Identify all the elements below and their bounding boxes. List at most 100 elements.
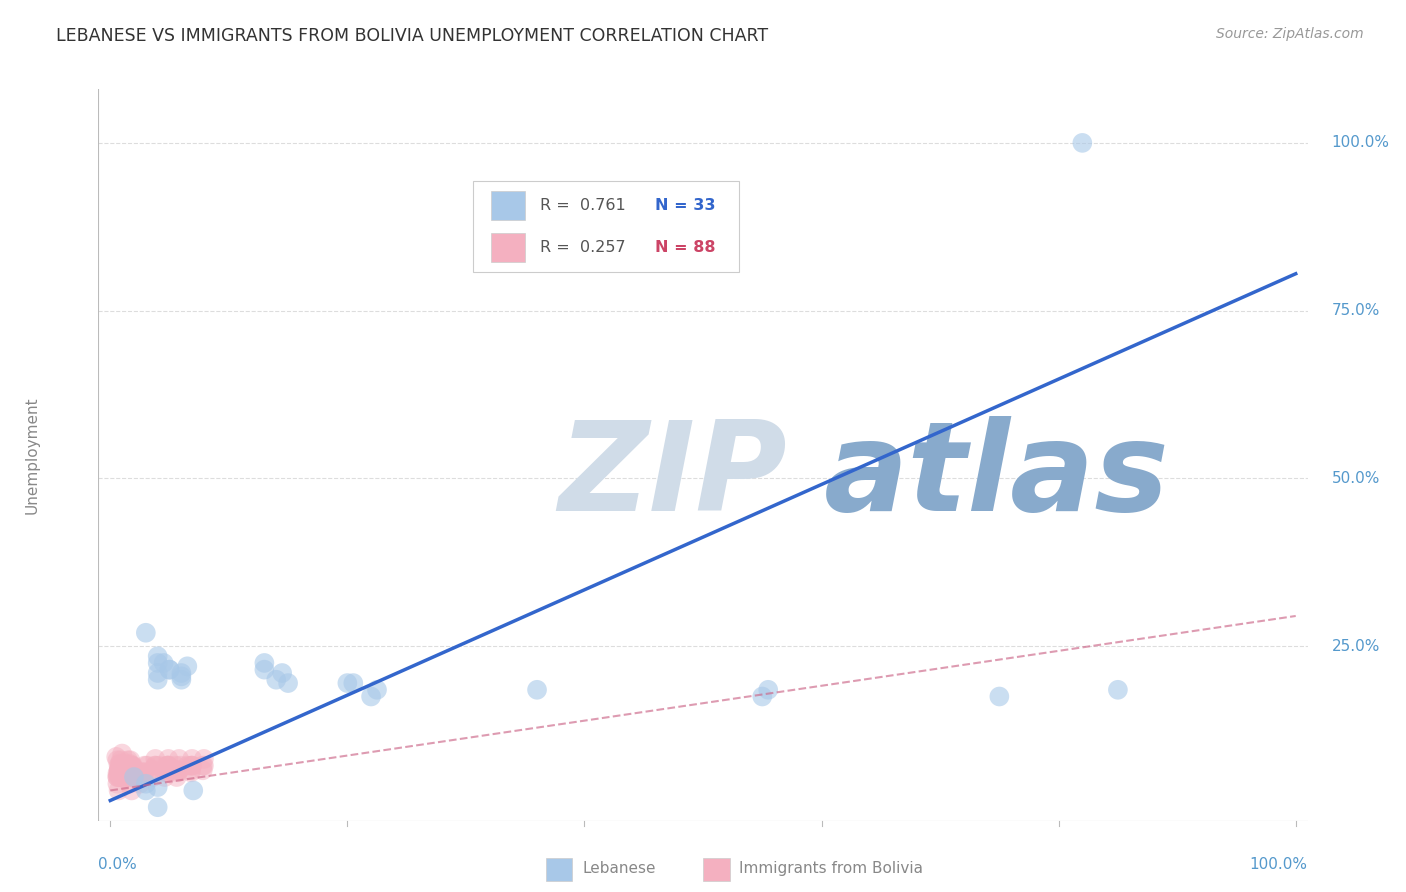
Text: N = 88: N = 88 — [655, 240, 716, 255]
Point — [169, 758, 191, 772]
Point — [121, 764, 143, 778]
Point — [107, 764, 129, 778]
Point — [366, 682, 388, 697]
FancyBboxPatch shape — [474, 180, 740, 272]
Point — [129, 777, 152, 791]
Point — [166, 765, 188, 780]
Point — [988, 690, 1011, 704]
Point — [118, 758, 141, 772]
Point — [136, 758, 159, 772]
Point — [751, 690, 773, 704]
Point — [165, 758, 187, 772]
Point — [105, 750, 128, 764]
Point — [143, 758, 166, 772]
Point — [131, 765, 153, 780]
Point — [146, 649, 169, 664]
Point — [157, 758, 180, 772]
Point — [180, 758, 202, 772]
Point — [193, 758, 215, 772]
Point — [132, 765, 155, 780]
Point — [142, 770, 165, 784]
Point — [157, 758, 180, 772]
Point — [156, 764, 179, 778]
Point — [181, 758, 204, 772]
Point — [264, 673, 287, 687]
Point — [146, 780, 169, 794]
Text: R =  0.257: R = 0.257 — [540, 240, 626, 255]
Point — [277, 676, 299, 690]
Point — [105, 770, 128, 784]
Point — [129, 770, 152, 784]
Point — [117, 753, 139, 767]
Text: 25.0%: 25.0% — [1331, 639, 1381, 654]
Point — [342, 676, 364, 690]
Point — [120, 764, 142, 778]
Point — [146, 656, 169, 670]
Point — [141, 764, 163, 778]
Point — [156, 765, 179, 780]
Point — [166, 764, 188, 778]
Point — [135, 625, 157, 640]
Point — [159, 663, 181, 677]
Point — [108, 760, 131, 774]
Point — [105, 777, 128, 791]
Point — [134, 758, 156, 772]
Point — [107, 770, 129, 784]
Bar — [546, 858, 572, 881]
Text: Lebanese: Lebanese — [582, 861, 655, 876]
Point — [526, 682, 548, 697]
Point — [271, 665, 294, 680]
Point — [145, 764, 167, 778]
Text: 0.0%: 0.0% — [98, 857, 138, 872]
Point — [108, 756, 131, 771]
Point — [121, 765, 143, 780]
Point — [118, 777, 141, 791]
Point — [180, 764, 202, 778]
Point — [167, 764, 190, 778]
Text: 100.0%: 100.0% — [1250, 857, 1308, 872]
Point — [156, 758, 179, 772]
Point — [108, 764, 131, 778]
Point — [107, 765, 129, 780]
Text: 100.0%: 100.0% — [1331, 136, 1389, 151]
Point — [121, 758, 143, 772]
Point — [191, 764, 214, 778]
Point — [181, 752, 204, 766]
Text: Immigrants from Bolivia: Immigrants from Bolivia — [740, 861, 924, 876]
Point — [143, 758, 166, 772]
Point — [170, 673, 193, 687]
Point — [117, 764, 139, 778]
Point — [156, 758, 179, 772]
Point — [152, 656, 174, 670]
Point — [253, 656, 276, 670]
Point — [121, 783, 143, 797]
Point — [111, 747, 134, 761]
Point — [170, 665, 193, 680]
Point — [170, 669, 193, 683]
Point — [180, 765, 202, 780]
Point — [108, 765, 131, 780]
Point — [105, 770, 128, 784]
Point — [121, 760, 143, 774]
Point — [120, 766, 142, 780]
Point — [176, 659, 198, 673]
Text: Source: ZipAtlas.com: Source: ZipAtlas.com — [1216, 27, 1364, 41]
Point — [153, 770, 176, 784]
Text: Unemployment: Unemployment — [24, 396, 39, 514]
Bar — [492, 191, 526, 219]
Point — [118, 770, 141, 784]
Point — [193, 752, 215, 766]
Point — [756, 682, 779, 697]
Point — [191, 758, 214, 772]
Text: atlas: atlas — [824, 417, 1170, 537]
Point — [105, 766, 128, 780]
Point — [155, 765, 177, 780]
Text: LEBANESE VS IMMIGRANTS FROM BOLIVIA UNEMPLOYMENT CORRELATION CHART: LEBANESE VS IMMIGRANTS FROM BOLIVIA UNEM… — [56, 27, 768, 45]
Point — [107, 783, 129, 797]
Point — [167, 752, 190, 766]
Bar — [492, 233, 526, 261]
Point — [1107, 682, 1129, 697]
Point — [108, 770, 131, 784]
Point — [120, 753, 142, 767]
Point — [146, 800, 169, 814]
